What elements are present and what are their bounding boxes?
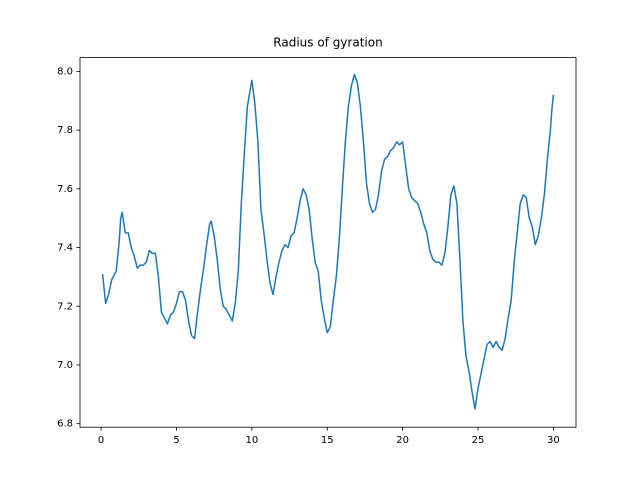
- y-tick-label: 7.6: [57, 184, 73, 195]
- data-line: [101, 73, 555, 410]
- x-tick-label: 30: [547, 435, 560, 446]
- chart-title: Radius of gyration: [273, 36, 382, 50]
- x-tick-label: 15: [321, 435, 334, 446]
- y-tick-label: 7.4: [57, 243, 73, 254]
- y-tick-label: 8.0: [57, 66, 73, 77]
- y-tick-label: 6.8: [57, 419, 73, 430]
- x-tick-label: 20: [396, 435, 409, 446]
- x-tick-label: 10: [245, 435, 258, 446]
- plot-frame: [79, 57, 577, 428]
- x-tick-label: 25: [472, 435, 485, 446]
- y-tick-label: 7.2: [57, 301, 73, 312]
- y-tick-label: 7.8: [57, 125, 73, 136]
- y-tick-label: 7.0: [57, 360, 73, 371]
- x-tick-label: 5: [173, 435, 179, 446]
- x-tick-label: 0: [98, 435, 104, 446]
